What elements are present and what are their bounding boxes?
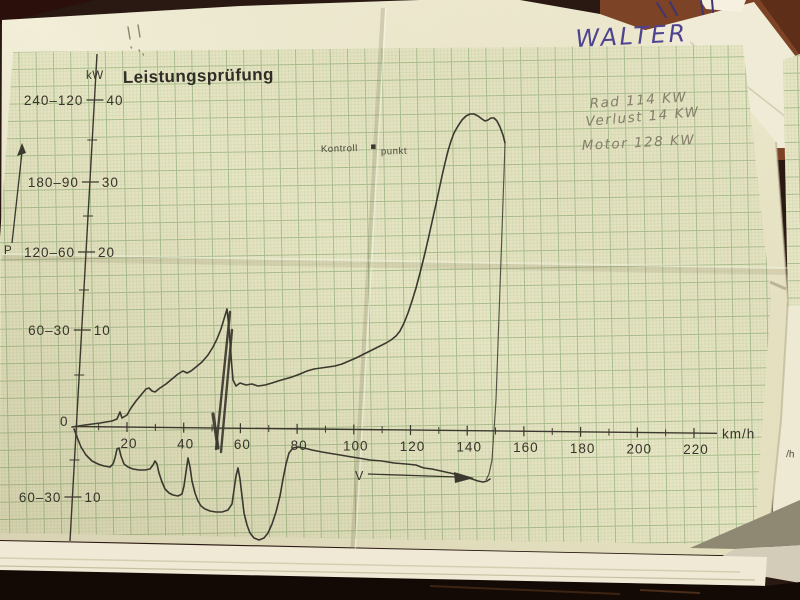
v-arrow-line bbox=[367, 473, 459, 478]
kw-unit-label: kW bbox=[86, 70, 104, 82]
x-tick-label: 200 bbox=[627, 441, 653, 456]
p-axis-label: P bbox=[4, 245, 12, 257]
punkt-label: punkt bbox=[381, 146, 408, 158]
control-point-marker-icon bbox=[371, 144, 376, 149]
background-table-corner-shadow bbox=[760, 0, 800, 55]
p-axis-arrow-line bbox=[11, 151, 23, 244]
pen-marks-top-right bbox=[656, 0, 714, 18]
fold-crease-horizontal-highlight bbox=[1, 253, 789, 269]
margin-crease-notch bbox=[769, 280, 787, 291]
x-tick-label: 120 bbox=[400, 439, 426, 454]
y-zero-label: 0 bbox=[60, 414, 69, 429]
y-row-label-left: 240–120 bbox=[24, 93, 84, 108]
handwritten-note-line: Rad 114 KW bbox=[589, 89, 688, 112]
x-tick-label: 100 bbox=[343, 438, 369, 453]
sheet-right-grid-lines bbox=[783, 54, 800, 306]
gear-change-scribble bbox=[211, 412, 220, 450]
x-tick-label: 60 bbox=[234, 437, 251, 452]
pencil-marks-top-center bbox=[127, 24, 145, 56]
y-row-label-left: 60–30 bbox=[28, 323, 71, 338]
v-arrow-label: V bbox=[355, 469, 364, 483]
pen-mark-icon bbox=[711, 0, 714, 13]
y-row-label-right: 20 bbox=[98, 245, 115, 260]
handwritten-name: WALTER bbox=[575, 19, 689, 53]
pencil-dot-icon bbox=[130, 46, 133, 49]
v-arrowhead-icon bbox=[454, 472, 474, 483]
power-curve bbox=[71, 113, 506, 428]
fold-crease-vertical bbox=[350, 7, 385, 557]
x-tick-label: 220 bbox=[683, 442, 709, 457]
chart-title: Leistungsprüfung bbox=[123, 65, 274, 87]
recorder-drop-line bbox=[485, 143, 506, 481]
table-edge-streak bbox=[429, 585, 621, 595]
coast-down-curve bbox=[73, 428, 491, 541]
x-tick-label: 40 bbox=[177, 437, 194, 452]
main-sheet bbox=[0, 0, 790, 557]
pencil-mark-icon bbox=[127, 26, 131, 40]
x-tick-label: 180 bbox=[570, 441, 596, 456]
x-tick-label: 20 bbox=[120, 436, 137, 451]
behind-sheet-text-fragment: /h bbox=[786, 449, 795, 460]
pen-mark-icon bbox=[700, 0, 704, 15]
handwritten-note-line: Motor 128 KW bbox=[581, 132, 695, 154]
x-tick-label: 160 bbox=[513, 440, 539, 455]
y-row-label-right: 40 bbox=[106, 93, 123, 108]
sheet-vignette bbox=[0, 0, 788, 556]
pencil-mark-icon bbox=[137, 24, 141, 38]
y-row-label-right: 10 bbox=[94, 323, 111, 338]
background-dark-top-left bbox=[0, 0, 96, 24]
x-axis-unit-label: km/h bbox=[722, 426, 755, 441]
pen-mark-icon bbox=[656, 2, 667, 18]
y-row-label-right: 30 bbox=[102, 175, 119, 190]
pencil-dot-icon bbox=[142, 53, 145, 56]
y-row-label-left: 120–60 bbox=[24, 245, 75, 260]
pen-mark-icon bbox=[669, 1, 678, 16]
y-row-label-left: 60–30 bbox=[19, 490, 62, 505]
pencil-dot-icon bbox=[138, 49, 141, 52]
bottom-right-shadow-wedge bbox=[690, 500, 800, 549]
chart-layer: 20 40 60 80 100 120 140 160 180 200 220km/h240–120… bbox=[4, 19, 795, 542]
gear-change-scribble bbox=[219, 328, 234, 454]
kontroll-label: Kontroll bbox=[321, 143, 358, 155]
y-row-label-left: 180–90 bbox=[28, 175, 79, 190]
x-axis-line bbox=[75, 425, 718, 434]
fold-crease-vertical-highlight bbox=[354, 7, 387, 557]
bottom-edge-stack bbox=[0, 500, 800, 600]
x-tick-label: 80 bbox=[291, 438, 308, 453]
p-axis-arrowhead-icon bbox=[17, 143, 26, 156]
gear-change-scribble bbox=[214, 310, 232, 451]
bottom-sheet-edge-line bbox=[0, 557, 741, 573]
table-edge-streak bbox=[639, 589, 701, 594]
y-row-label-right: 10 bbox=[84, 490, 101, 505]
x-tick-label: 140 bbox=[456, 440, 482, 455]
creases-and-marks bbox=[1, 0, 789, 557]
bottom-sheet-edge-line bbox=[0, 565, 756, 581]
fold-crease-horizontal bbox=[1, 255, 789, 275]
